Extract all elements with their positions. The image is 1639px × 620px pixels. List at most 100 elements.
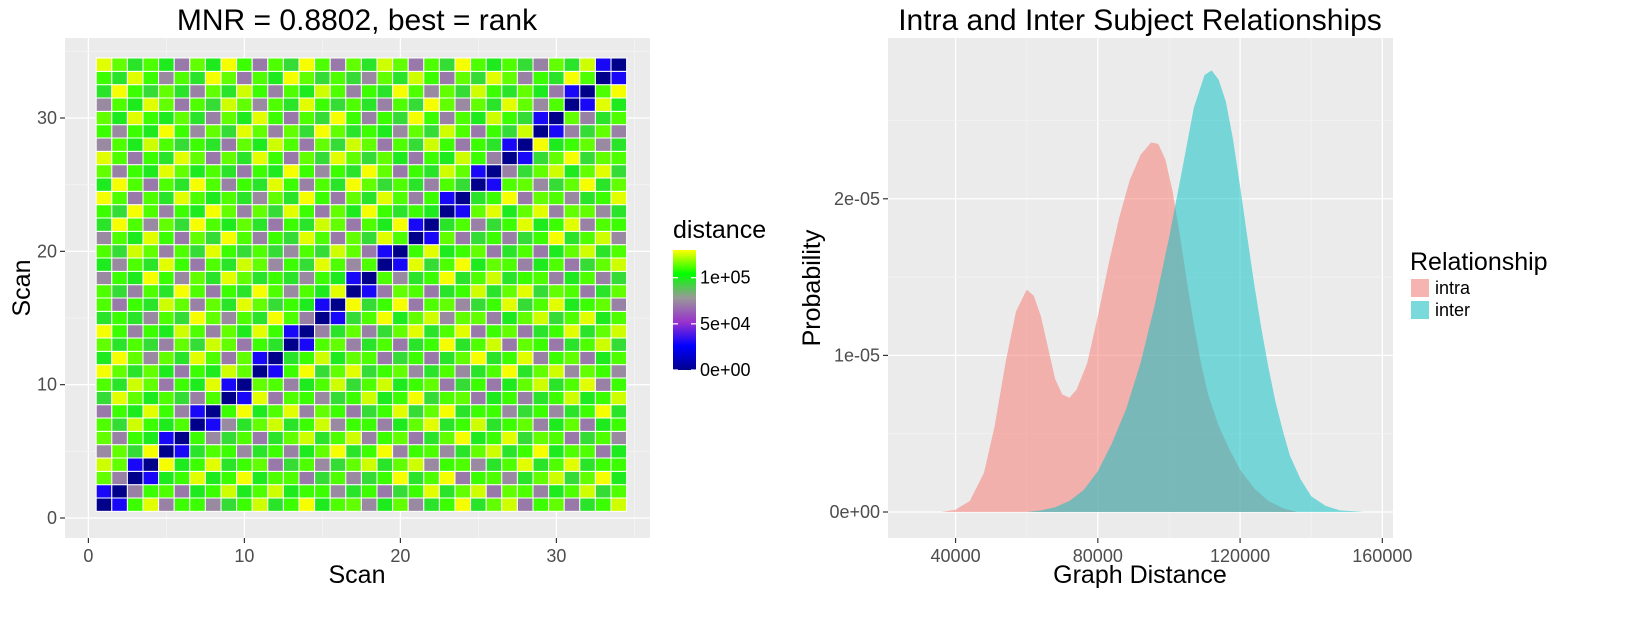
heatmap-cell xyxy=(220,377,238,392)
heatmap-cell xyxy=(95,270,113,286)
heatmap-cell xyxy=(158,137,175,152)
heatmap-cell xyxy=(314,417,331,432)
heatmap-cell xyxy=(563,244,581,259)
heatmap-cell xyxy=(189,84,206,99)
heatmap-cell xyxy=(189,137,206,152)
heatmap-cell xyxy=(376,257,394,272)
heatmap-cell xyxy=(95,124,113,139)
heatmap-cell xyxy=(173,177,191,192)
heatmap-cell xyxy=(454,190,472,206)
heatmap-cell xyxy=(95,497,113,512)
heatmap-cell xyxy=(579,337,596,352)
heatmap-cell xyxy=(360,484,378,499)
heatmap-cell xyxy=(501,84,518,99)
heatmap-cell xyxy=(158,164,175,179)
heatmap-cell xyxy=(95,350,113,366)
heatmap-cell xyxy=(204,137,222,152)
density-series xyxy=(941,70,1365,513)
heatmap-cell xyxy=(173,137,191,152)
heatmap-cell xyxy=(314,84,331,99)
heatmap-cell xyxy=(407,217,425,232)
heatmap-cell xyxy=(111,190,128,206)
heatmap-cell xyxy=(594,124,612,139)
heatmap-cell xyxy=(579,390,596,406)
heatmap-cell xyxy=(548,137,565,152)
heatmap-cell xyxy=(220,470,238,486)
heatmap-cell xyxy=(594,350,612,366)
heatmap-cell xyxy=(267,70,284,86)
heatmap-cell xyxy=(126,190,144,206)
heatmap-cell xyxy=(126,484,144,499)
heatmap-cell xyxy=(501,230,518,246)
heatmap-cell xyxy=(485,364,503,379)
heatmap-cell xyxy=(360,417,378,432)
heatmap-cell xyxy=(516,404,534,419)
heatmap-cell xyxy=(501,390,518,406)
heatmap-cell xyxy=(470,217,487,232)
heatmap-cell xyxy=(470,124,487,139)
heatmap-cell xyxy=(236,177,253,192)
heatmap-cell xyxy=(470,204,487,219)
heatmap-cell xyxy=(251,204,269,219)
heatmap-cell xyxy=(329,497,347,512)
heatmap-cell xyxy=(501,297,518,312)
heatmap-cell xyxy=(236,377,253,392)
heatmap-cell xyxy=(548,110,565,126)
heatmap-cell xyxy=(314,297,331,312)
heatmap-cell xyxy=(579,270,596,286)
heatmap-cell xyxy=(267,457,284,472)
heatmap-cell xyxy=(392,377,409,392)
heatmap-cell xyxy=(501,364,518,379)
heatmap-cell xyxy=(142,190,160,206)
heatmap-cell xyxy=(158,444,175,459)
heatmap-cell xyxy=(501,337,518,352)
heatmap-cell xyxy=(579,124,596,139)
heatmap-cell xyxy=(251,377,269,392)
heatmap-cell xyxy=(454,257,472,272)
heatmap-cell xyxy=(220,270,238,286)
heatmap-cell xyxy=(251,164,269,179)
heatmap-cell xyxy=(485,417,503,432)
heatmap-cell xyxy=(407,377,425,392)
heatmap-cell xyxy=(314,150,331,166)
heatmap-cell xyxy=(329,97,347,112)
heatmap-cell xyxy=(173,430,191,446)
heatmap-cell xyxy=(204,364,222,379)
heatmap-cell xyxy=(563,350,581,366)
heatmap-cell xyxy=(454,70,472,86)
heatmap-cell xyxy=(204,110,222,126)
heatmap-cell xyxy=(610,177,628,192)
heatmap-cell xyxy=(298,297,316,312)
heatmap-cell xyxy=(95,137,113,152)
heatmap-cell xyxy=(548,57,565,72)
heatmap-cell xyxy=(501,164,518,179)
heatmap-cell xyxy=(236,390,253,406)
heatmap-cell xyxy=(126,204,144,219)
heatmap-x-tick-label: 10 xyxy=(234,546,254,566)
density-x-axis-title: Graph Distance xyxy=(1053,561,1227,589)
heatmap-cell xyxy=(282,404,300,419)
heatmap-cell xyxy=(438,324,456,339)
heatmap-cell xyxy=(282,444,300,459)
heatmap-cell xyxy=(501,70,518,86)
heatmap-cell xyxy=(376,137,394,152)
heatmap-cell xyxy=(173,337,191,352)
heatmap-cell xyxy=(454,97,472,112)
heatmap-cell xyxy=(376,337,394,352)
heatmap-cell xyxy=(594,84,612,99)
heatmap-cell xyxy=(267,137,284,152)
heatmap-cell xyxy=(126,57,144,72)
heatmap-cell xyxy=(345,470,362,486)
heatmap-cell xyxy=(236,70,253,86)
heatmap-cell xyxy=(516,297,534,312)
heatmap-cell xyxy=(594,230,612,246)
heatmap-cell xyxy=(126,337,144,352)
heatmap-cell xyxy=(236,470,253,486)
heatmap-cell xyxy=(95,57,113,72)
heatmap-cell xyxy=(532,177,550,192)
heatmap-cell xyxy=(126,457,144,472)
heatmap-cell xyxy=(220,310,238,326)
heatmap-cell xyxy=(360,97,378,112)
heatmap-cell xyxy=(345,217,362,232)
heatmap-cell xyxy=(392,337,409,352)
